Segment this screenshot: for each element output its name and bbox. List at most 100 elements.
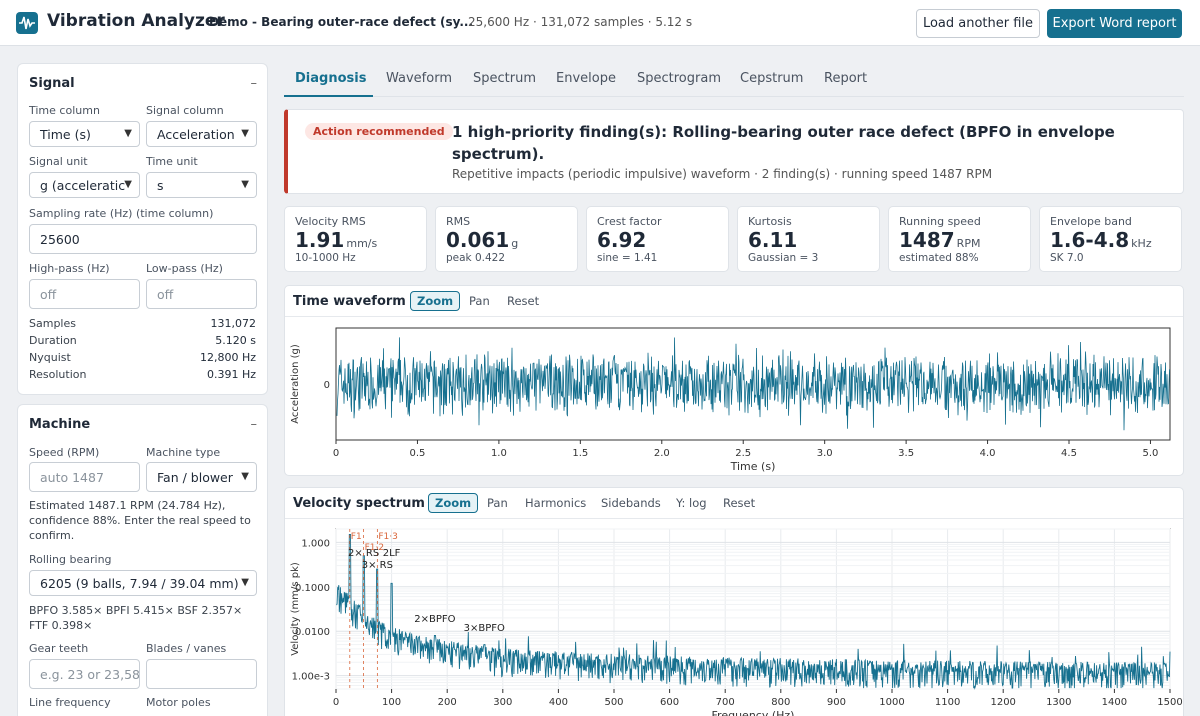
x-tick-label: 4.5	[1061, 448, 1077, 459]
bearing-select[interactable]: 6205 (9 balls, 7.94 / 39.04 mm) ▼	[29, 570, 257, 596]
sampling-rate-input[interactable]: 25600	[29, 224, 257, 254]
kpi-sub: SK 7.0	[1050, 252, 1084, 264]
chevron-down-icon: ▼	[241, 179, 249, 190]
x-tick-label: 5.0	[1143, 448, 1159, 459]
kpi-sub: Gaussian = 3	[748, 252, 819, 264]
kpi-label: Kurtosis	[748, 215, 792, 228]
waveform-title: Time waveform	[293, 294, 406, 309]
velocity-spectrum-chart[interactable]: 0 100 200 300 400 500 600 700 800 900 1000 1100 1200…	[285, 519, 1183, 716]
tab-cepstrum[interactable]: Cepstrum	[740, 71, 804, 86]
x-tick-label: 1500	[1157, 697, 1182, 708]
kpi-unit: g	[511, 237, 519, 250]
x-tick-label: 1.0	[491, 448, 507, 459]
waveform-pan-tool[interactable]: Pan	[469, 294, 490, 308]
collapse-signal-button[interactable]: –	[250, 76, 258, 91]
kpi-value-wrap: 1.6-4.8 kHz	[1050, 228, 1152, 252]
bearing-label: Rolling bearing	[29, 553, 112, 566]
x-tick-label: 600	[660, 697, 679, 708]
peak-annotation: 3× RS	[362, 560, 393, 571]
collapse-machine-button[interactable]: –	[250, 417, 258, 432]
kpi-card-envelope-band: Envelope band 1.6-4.8 kHz SK 7.0	[1039, 206, 1182, 272]
waveform-series-line	[336, 337, 1170, 431]
spectrum-reset-tool[interactable]: Reset	[723, 496, 756, 510]
x-tick-label: 0	[333, 448, 339, 459]
waveform-reset-tool[interactable]: Reset	[507, 294, 540, 308]
spectrum-series-line	[336, 534, 1171, 690]
x-tick-label: 1000	[879, 697, 904, 708]
bearing-frequencies-note: BPFO 3.585× BPFI 5.415× BSF 2.357× FTF 0…	[29, 604, 243, 632]
signal-column-select[interactable]: Acceleration ▼	[146, 121, 257, 147]
x-tick-label: 4.0	[980, 448, 996, 459]
chevron-down-icon: ▼	[241, 128, 249, 139]
blades-input[interactable]	[146, 659, 257, 689]
gear-teeth-input[interactable]: e.g. 23 or 23,58	[29, 659, 140, 689]
tab-waveform[interactable]: Waveform	[386, 71, 452, 86]
export-report-button[interactable]: Export Word report	[1047, 9, 1182, 38]
waveform-zoom-tool[interactable]: Zoom	[410, 291, 461, 311]
sidebands-tool[interactable]: Sidebands	[601, 496, 661, 510]
tab-envelope[interactable]: Envelope	[556, 71, 616, 86]
kpi-value-wrap: 1.91 mm/s	[295, 228, 377, 252]
app-title: Vibration Analyzer	[47, 11, 225, 31]
active-tab-indicator	[284, 95, 373, 97]
time-unit-select[interactable]: s ▼	[146, 172, 257, 198]
kpi-value: 1487	[899, 228, 955, 252]
lowpass-label: Low-pass (Hz)	[146, 262, 223, 275]
x-tick-label: 1400	[1102, 697, 1127, 708]
kpi-card-rms: RMS 0.061 g peak 0.422	[435, 206, 578, 272]
tab-report[interactable]: Report	[824, 71, 868, 86]
kpi-value-wrap: 6.11	[748, 228, 799, 252]
y-log-toggle[interactable]: Y: log	[676, 496, 707, 510]
x-tick-label: 1300	[1046, 697, 1071, 708]
x-tick-label: 800	[771, 697, 790, 708]
tab-spectrogram[interactable]: Spectrogram	[637, 71, 721, 86]
machine-type-label: Machine type	[146, 446, 221, 459]
stat-resolution-value: 0.391 Hz	[206, 368, 256, 381]
peak-annotation: 2× RS	[348, 548, 379, 559]
spectrum-zoom-tool[interactable]: Zoom	[428, 493, 479, 513]
x-tick-label: 1.5	[572, 448, 588, 459]
kpi-unit: kHz	[1131, 237, 1152, 250]
sampling-rate-label: Sampling rate (Hz) (time column)	[29, 207, 214, 220]
signal-panel-title: Signal	[29, 76, 75, 91]
tab-diagnosis[interactable]: Diagnosis	[295, 71, 367, 86]
machine-type-select[interactable]: Fan / blower ▼	[146, 462, 257, 492]
peak-annotation: 2×BPFO	[414, 614, 455, 625]
x-tick-label: 400	[549, 697, 568, 708]
gear-teeth-label: Gear teeth	[29, 642, 89, 655]
x-tick-label: 1200	[990, 697, 1015, 708]
y-axis-label: Velocity (mm/s pk)	[290, 562, 301, 656]
card-divider	[285, 316, 1183, 317]
speed-input[interactable]: auto 1487	[29, 462, 140, 492]
tab-spectrum[interactable]: Spectrum	[473, 71, 536, 86]
kpi-label: Running speed	[899, 215, 981, 228]
kpi-value: 6.11	[748, 228, 798, 252]
severity-badge: Action recommended	[305, 123, 453, 140]
lowpass-input[interactable]: off	[146, 279, 257, 309]
harmonic-marker-label: F1·2	[365, 543, 385, 553]
time-column-select[interactable]: Time (s) ▼	[29, 121, 140, 147]
speed-label: Speed (RPM)	[29, 446, 100, 459]
kpi-sub: sine = 1.41	[597, 252, 658, 264]
top-bar: Vibration Analyzer Demo - Bearing outer-…	[0, 0, 1200, 46]
spectrum-pan-tool[interactable]: Pan	[487, 496, 508, 510]
harmonics-tool[interactable]: Harmonics	[525, 496, 587, 510]
x-tick-label: 200	[438, 697, 457, 708]
signal-unit-label: Signal unit	[29, 155, 88, 168]
stat-duration-value: 5.120 s	[215, 334, 256, 347]
signal-column-label: Signal column	[146, 104, 224, 117]
waveform-chart[interactable]: 0 0.5 1.0 1.5 2.0 2.5 3.0 3.5 4.0 4.5 5.0 0 Time (s)…	[285, 317, 1183, 475]
kpi-sub: estimated 88%	[899, 252, 979, 264]
time-unit-value: s	[157, 177, 164, 193]
x-tick-label: 1100	[935, 697, 960, 708]
kpi-label: Crest factor	[597, 215, 662, 228]
y-tick-label: 0.0100	[295, 627, 330, 638]
machine-panel: Machine – Speed (RPM) Machine type auto …	[17, 404, 268, 716]
signal-unit-select[interactable]: g (acceleratic ▼	[29, 172, 140, 198]
highpass-input[interactable]: off	[29, 279, 140, 309]
time-unit-label: Time unit	[146, 155, 198, 168]
file-meta: 25,600 Hz · 131,072 samples · 5.12 s	[468, 15, 693, 29]
load-file-button[interactable]: Load another file	[916, 9, 1040, 38]
stat-nyquist-value: 12,800 Hz	[199, 351, 256, 364]
waveform-card: Time waveform Zoom Pan Reset 0 0.5 1.0 1.5 2…	[284, 285, 1184, 476]
